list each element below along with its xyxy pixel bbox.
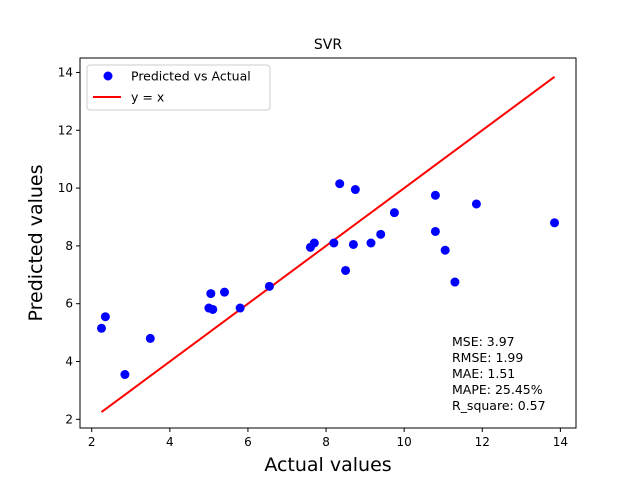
x-tick-label: 14 xyxy=(553,435,568,449)
scatter-point xyxy=(341,265,351,275)
y-tick-label: 10 xyxy=(58,181,73,195)
scatter-point xyxy=(145,333,155,343)
y-tick-label: 2 xyxy=(65,412,73,426)
scatter-point xyxy=(350,185,360,195)
scatter-point xyxy=(96,323,106,333)
stat-mse: MSE: 3.97 xyxy=(452,334,515,349)
x-tick-label: 4 xyxy=(166,435,174,449)
scatter-point xyxy=(430,226,440,236)
stat-rmse: RMSE: 1.99 xyxy=(452,350,523,365)
x-axis-label: Actual values xyxy=(264,454,391,476)
y-tick-label: 4 xyxy=(65,355,73,369)
scatter-point xyxy=(235,303,245,313)
stat-mape: MAPE: 25.45% xyxy=(452,382,543,397)
legend-scatter-marker xyxy=(103,71,113,81)
scatter-point xyxy=(220,287,230,297)
scatter-point xyxy=(309,238,319,248)
scatter-point xyxy=(430,190,440,200)
scatter-point xyxy=(389,208,399,218)
y-tick-label: 14 xyxy=(58,65,73,79)
legend: Predicted vs Actual y = x xyxy=(86,64,271,111)
axes-frame xyxy=(79,57,577,429)
y-axis: 2 4 6 8 10 12 14 xyxy=(58,65,80,426)
plot-area xyxy=(96,75,560,413)
x-axis: 2 4 6 8 10 12 14 xyxy=(88,428,568,449)
chart-title: SVR xyxy=(314,37,342,53)
x-tick-label: 12 xyxy=(475,435,490,449)
legend-label-predicted: Predicted vs Actual xyxy=(131,69,251,84)
x-tick-label: 8 xyxy=(322,435,330,449)
scatter-point xyxy=(208,304,218,314)
scatter-point xyxy=(550,218,560,228)
identity-line xyxy=(100,75,556,413)
scatter-point xyxy=(348,239,358,249)
scatter-point xyxy=(450,277,460,287)
y-tick-label: 12 xyxy=(58,123,73,137)
scatter-point xyxy=(335,179,345,189)
scatter-point xyxy=(329,238,339,248)
y-axis-label: Predicted values xyxy=(25,164,47,321)
x-tick-label: 10 xyxy=(397,435,412,449)
metrics-annotation: MSE: 3.97 RMSE: 1.99 MAE: 1.51 MAPE: 25.… xyxy=(452,334,546,413)
legend-box xyxy=(86,64,271,111)
scatter-point xyxy=(120,370,130,380)
scatter-point xyxy=(100,312,110,322)
scatter-point xyxy=(366,238,376,248)
scatter-point xyxy=(264,281,274,291)
scatter-point xyxy=(471,199,481,209)
y-tick-label: 8 xyxy=(65,239,73,253)
y-tick-label: 6 xyxy=(65,297,73,311)
legend-label-identity: y = x xyxy=(131,90,164,105)
scatter-point xyxy=(206,289,216,299)
x-tick-label: 2 xyxy=(88,435,96,449)
x-tick-label: 6 xyxy=(244,435,252,449)
scatter-point xyxy=(376,229,386,239)
stat-r-square: R_square: 0.57 xyxy=(452,398,546,413)
stat-mae: MAE: 1.51 xyxy=(452,366,515,381)
scatter-point xyxy=(440,245,450,255)
